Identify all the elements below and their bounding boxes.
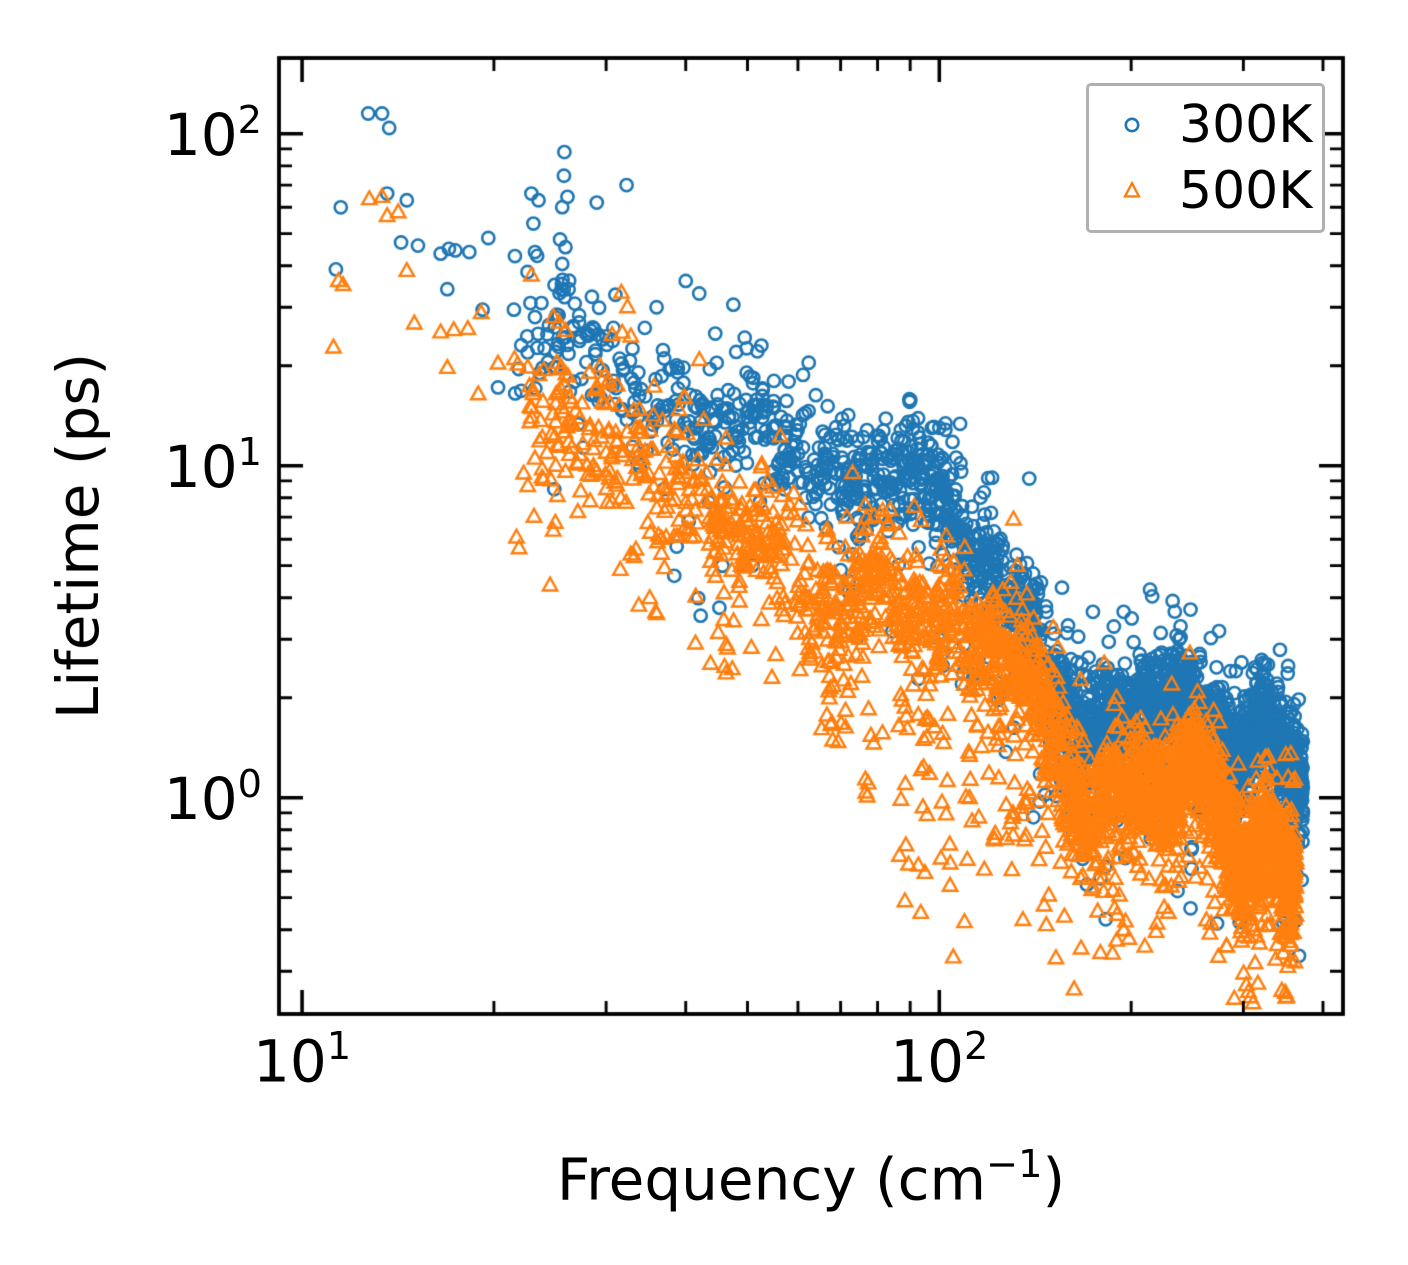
legend-entry-500k: 500K xyxy=(1089,162,1322,220)
y-tick-label-100: 102 xyxy=(163,97,262,169)
x-axis-label: Frequency (cm−1) xyxy=(556,1142,1066,1214)
legend: 300K 500K xyxy=(1086,83,1325,233)
x-tick-label-10: 101 xyxy=(252,1024,352,1096)
legend-label: 300K xyxy=(1179,95,1313,155)
legend-entry-300k: 300K xyxy=(1089,96,1322,154)
y-tick-label-10: 101 xyxy=(163,429,262,501)
y-axis-label: Lifetime (ps) xyxy=(44,352,112,720)
triangle-marker-icon xyxy=(1123,180,1141,198)
x-tick-label-100: 102 xyxy=(890,1024,989,1096)
y-tick-label-1: 100 xyxy=(163,761,262,833)
circle-marker-icon xyxy=(1124,117,1140,133)
legend-label: 500K xyxy=(1179,161,1313,221)
